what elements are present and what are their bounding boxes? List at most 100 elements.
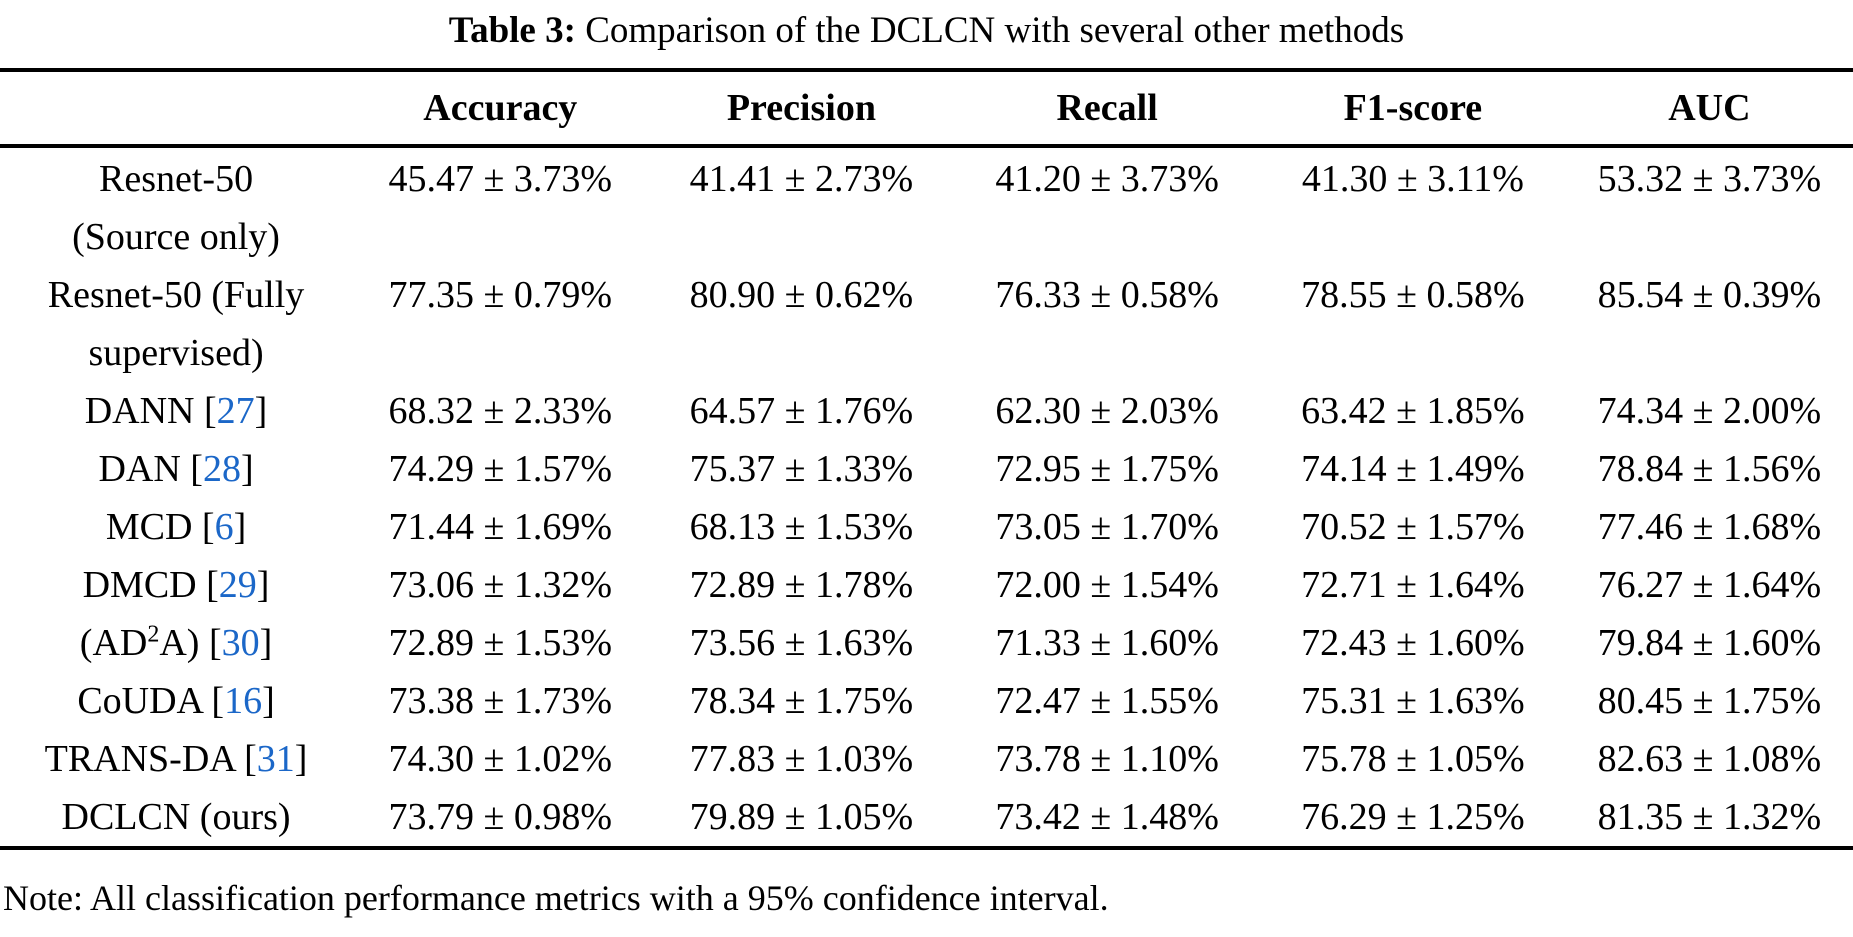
method-cell: MCD [6] [0, 498, 352, 556]
citation-link[interactable]: 28 [202, 448, 241, 490]
table-row: DAN [28] 74.29 ± 1.57% 75.37 ± 1.33% 72.… [0, 440, 1853, 498]
citation-link[interactable]: 29 [218, 564, 257, 606]
value-cell: 73.06 ± 1.32% [388, 564, 613, 606]
value-cell: 73.42 ± 1.48% [995, 796, 1219, 838]
method-cell: DANN [27] [0, 382, 352, 440]
value-cell: 72.89 ± 1.78% [689, 564, 914, 606]
value-cell: 72.89 ± 1.53% [388, 622, 613, 664]
table-row: CoUDA [16] 73.38 ± 1.73% 78.34 ± 1.75% 7… [0, 672, 1853, 730]
value-cell: 78.84 ± 1.56% [1597, 448, 1822, 490]
value-cell: 80.45 ± 1.75% [1597, 680, 1822, 722]
column-header-auc: AUC [1565, 70, 1853, 148]
value-cell: 72.00 ± 1.54% [995, 564, 1219, 606]
results-table: Accuracy Precision Recall F1-score AUC R… [0, 68, 1853, 850]
value-cell: 80.90 ± 0.62% [689, 274, 914, 316]
method-name: Resnet-50 [98, 158, 254, 200]
column-header-precision: Precision [648, 70, 955, 148]
value-cell: 77.83 ± 1.03% [689, 738, 914, 780]
value-cell: 72.43 ± 1.60% [1301, 622, 1525, 664]
method-name: DCLCN (ours) [61, 796, 291, 838]
value-cell: 77.46 ± 1.68% [1597, 506, 1822, 548]
citation-link[interactable]: 16 [224, 680, 263, 722]
table-row: Resnet-50 (Source only) 45.47 ± 3.73% 41.… [0, 146, 1853, 266]
method-name-line2: (Source only) [72, 216, 280, 258]
column-header-method [0, 70, 353, 148]
value-cell: 68.32 ± 2.33% [388, 390, 613, 432]
table-row: DMCD [29] 73.06 ± 1.32% 72.89 ± 1.78% 72… [0, 556, 1853, 614]
value-cell: 82.63 ± 1.08% [1597, 738, 1822, 780]
value-cell: 75.31 ± 1.63% [1301, 680, 1525, 722]
table-row: DANN [27] 68.32 ± 2.33% 64.57 ± 1.76% 62… [0, 382, 1853, 440]
value-cell: 41.20 ± 3.73% [995, 158, 1219, 200]
value-cell: 45.47 ± 3.73% [388, 158, 613, 200]
method-name: CoUDA [16] [77, 680, 275, 722]
method-cell: Resnet-50 (Fully supervised) [0, 266, 352, 382]
method-cell: DCLCN (ours) [0, 788, 352, 848]
table-caption: Table 3: Comparison of the DCLCN with se… [0, 6, 1853, 56]
method-name: DAN [28] [98, 448, 254, 490]
value-cell: 76.33 ± 0.58% [995, 274, 1219, 316]
method-name: DANN [27] [84, 390, 268, 432]
value-cell: 75.37 ± 1.33% [689, 448, 914, 490]
citation-link[interactable]: 27 [216, 390, 255, 432]
value-cell: 74.14 ± 1.49% [1301, 448, 1525, 490]
value-cell: 78.34 ± 1.75% [689, 680, 914, 722]
value-cell: 64.57 ± 1.76% [689, 390, 914, 432]
column-header-recall: Recall [954, 70, 1260, 148]
value-cell: 85.54 ± 0.39% [1597, 274, 1822, 316]
method-name: Resnet-50 (Fully [47, 274, 305, 316]
table-row: DCLCN (ours) 73.79 ± 0.98% 79.89 ± 1.05%… [0, 788, 1853, 848]
method-name: TRANS-DA [31] [44, 738, 308, 780]
value-cell: 74.30 ± 1.02% [388, 738, 613, 780]
value-cell: 41.30 ± 3.11% [1301, 158, 1524, 200]
value-cell: 77.35 ± 0.79% [388, 274, 613, 316]
value-cell: 41.41 ± 2.73% [689, 158, 914, 200]
method-cell: CoUDA [16] [0, 672, 352, 730]
column-header-f1-score: F1-score [1260, 70, 1566, 148]
value-cell: 73.05 ± 1.70% [995, 506, 1219, 548]
table-row: Resnet-50 (Fully supervised) 77.35 ± 0.79… [0, 266, 1853, 382]
value-cell: 73.79 ± 0.98% [388, 796, 613, 838]
value-cell: 73.56 ± 1.63% [689, 622, 914, 664]
value-cell: 63.42 ± 1.85% [1301, 390, 1525, 432]
table-row: (AD2A) [30] 72.89 ± 1.53% 73.56 ± 1.63% … [0, 614, 1853, 672]
value-cell: 71.33 ± 1.60% [995, 622, 1219, 664]
table-body: Resnet-50 (Source only) 45.47 ± 3.73% 41.… [0, 146, 1853, 848]
column-header-accuracy: Accuracy [352, 70, 649, 148]
value-cell: 62.30 ± 2.03% [995, 390, 1219, 432]
value-cell: 76.29 ± 1.25% [1301, 796, 1525, 838]
value-cell: 75.78 ± 1.05% [1301, 738, 1525, 780]
value-cell: 72.95 ± 1.75% [995, 448, 1219, 490]
table-caption-text: Comparison of the DCLCN with several oth… [585, 10, 1405, 51]
method-superscript: 2 [147, 621, 160, 648]
method-name: DMCD [29] [82, 564, 270, 606]
method-cell: Resnet-50 (Source only) [0, 146, 352, 266]
value-cell: 81.35 ± 1.32% [1597, 796, 1822, 838]
value-cell: 68.13 ± 1.53% [689, 506, 914, 548]
citation-link[interactable]: 31 [256, 738, 295, 780]
value-cell: 74.29 ± 1.57% [388, 448, 613, 490]
value-cell: 74.34 ± 2.00% [1597, 390, 1822, 432]
value-cell: 53.32 ± 3.73% [1597, 158, 1822, 200]
table-note: Note: All classification performance met… [3, 878, 1109, 918]
table-row: TRANS-DA [31] 74.30 ± 1.02% 77.83 ± 1.03… [0, 730, 1853, 788]
citation-link[interactable]: 30 [221, 622, 260, 664]
value-cell: 79.84 ± 1.60% [1597, 622, 1822, 664]
method-name-line2: supervised) [88, 332, 264, 374]
value-cell: 78.55 ± 0.58% [1301, 274, 1525, 316]
table-caption-number: Table 3: [448, 10, 576, 51]
value-cell: 79.89 ± 1.05% [689, 796, 914, 838]
value-cell: 76.27 ± 1.64% [1597, 564, 1822, 606]
value-cell: 71.44 ± 1.69% [388, 506, 613, 548]
method-name: MCD [6] [105, 506, 247, 548]
value-cell: 72.47 ± 1.55% [995, 680, 1219, 722]
method-cell: DAN [28] [0, 440, 352, 498]
value-cell: 70.52 ± 1.57% [1301, 506, 1525, 548]
method-cell: DMCD [29] [0, 556, 352, 614]
table-row: MCD [6] 71.44 ± 1.69% 68.13 ± 1.53% 73.0… [0, 498, 1853, 556]
method-cell: (AD2A) [30] [0, 614, 352, 672]
citation-link[interactable]: 6 [214, 506, 234, 548]
table-header: Accuracy Precision Recall F1-score AUC [0, 70, 1853, 148]
method-name: (AD2A) [30] [79, 621, 273, 664]
